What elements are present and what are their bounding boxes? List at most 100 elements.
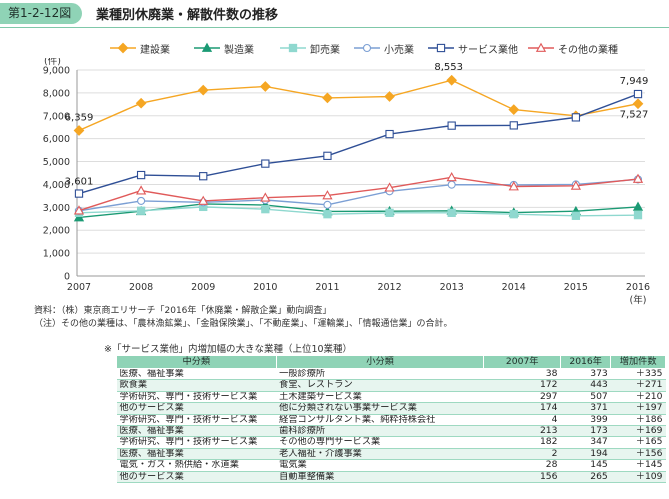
data-label: 3,601 (65, 177, 94, 188)
table-row: 他のサービス業 他に分類されない事業サービス業 174 371 ＋197 (116, 402, 666, 415)
data-point (447, 180, 456, 189)
series-line (78, 178, 639, 212)
legend-marker (117, 42, 129, 54)
table-caption: ※「サービス業他」内増加幅の大きな業種（上位10業種） (104, 344, 353, 355)
cell-sub-category: 電気業 (276, 459, 484, 472)
x-axis-unit: (年) (630, 294, 647, 306)
cell-increase: ＋197 (610, 402, 666, 415)
cell-2016: 507 (560, 391, 611, 404)
cell-2016: 173 (560, 425, 611, 438)
y-tick-label: 5,000 (43, 157, 70, 168)
y-tick-label: 8,000 (43, 88, 70, 99)
data-point (136, 206, 146, 215)
data-point (261, 159, 270, 168)
x-tick-label: 2010 (253, 282, 277, 293)
cell-mid-category: 医療、福祉事業 (116, 425, 277, 438)
y-tick-label: 2,000 (43, 226, 70, 237)
y-tick-label: 1,000 (43, 249, 70, 260)
data-point (135, 97, 147, 109)
data-point (73, 125, 85, 136)
data-point (323, 210, 332, 219)
cell-increase: ＋156 (610, 448, 666, 461)
data-point (260, 192, 271, 202)
cell-sub-category: 他に分類されない事業サービス業 (276, 402, 484, 415)
series-line (78, 203, 639, 219)
data-point (322, 190, 333, 200)
cell-sub-category: 一般診療所 (276, 368, 484, 381)
x-tick-label: 2012 (377, 282, 401, 293)
legend-label: 建設業 (140, 44, 170, 56)
table-row: 他のサービス業 自動車整備業 156 265 ＋109 (116, 471, 666, 484)
legend-marker (288, 43, 298, 53)
legend-item: 卸売業 (280, 40, 340, 56)
source-note: 資料：（株）東京商エリサーチ「2016年「休廃業・解散企業」動向調査」 (34, 306, 332, 316)
title-underline (0, 27, 669, 28)
cell-2007: 182 (483, 436, 561, 449)
data-point (73, 212, 85, 222)
cell-2016: 373 (560, 368, 611, 381)
legend-label: 卸売業 (310, 44, 340, 56)
header-2007: 2007年 (483, 355, 561, 369)
data-point (571, 211, 581, 220)
data-point (446, 74, 458, 86)
data-point (446, 172, 457, 182)
legend-marker (436, 43, 446, 53)
y-tick-label: 0 (64, 272, 70, 283)
legend-marker (535, 42, 547, 52)
cell-2016: 194 (560, 448, 611, 461)
legend-swatch (110, 42, 136, 54)
data-label: 7,527 (620, 110, 649, 121)
cell-sub-category: 歯科診療所 (276, 425, 484, 438)
data-point (197, 84, 209, 96)
series-5 (73, 172, 644, 215)
cell-increase: ＋109 (610, 471, 666, 484)
cell-2016: 265 (560, 471, 611, 484)
data-point (633, 89, 643, 99)
table-row: 飲食業 食堂、レストラン 172 443 ＋271 (116, 379, 666, 392)
footnote: （注）その他の業種は、「農林漁鉱業」、「金融保険業」、「不動産業」、「運輸業」、… (34, 319, 453, 329)
table-row: 学術研究、専門・技術サービス業 経営コンサルタント業、純粋持株会社 4 399 ＋186 (116, 414, 666, 427)
data-point (633, 210, 643, 220)
data-point (198, 195, 209, 205)
cell-2007: 297 (483, 391, 561, 404)
legend-swatch (428, 43, 454, 53)
cell-2007: 174 (483, 402, 561, 415)
data-point (385, 208, 394, 217)
data-point (385, 129, 394, 139)
y-tick-label: 4,000 (43, 180, 70, 191)
cell-increase: ＋169 (610, 425, 666, 438)
legend-marker (201, 42, 213, 52)
legend-marker (362, 43, 372, 53)
data-point (632, 173, 644, 183)
cell-2007: 156 (483, 471, 561, 484)
data-point (199, 172, 208, 181)
data-point (571, 113, 581, 122)
table-header-row: 中分類 小分類 2007年 2016年 増加件数 (116, 355, 666, 369)
data-label: 6,359 (65, 112, 94, 123)
y-axis-unit: (件) (44, 58, 61, 67)
cell-sub-category: 食堂、レストラン (276, 379, 484, 392)
x-tick-label: 2009 (191, 282, 215, 293)
legend-swatch (354, 43, 380, 53)
cell-2016: 145 (560, 459, 611, 472)
cell-increase: ＋145 (610, 459, 666, 472)
data-label: 7,949 (620, 76, 649, 87)
table-body: 医療、福祉事業 一般診療所 38 373 ＋335 飲食業 食堂、レストラン 172 443 ＋2… (116, 368, 666, 484)
data-point (323, 200, 332, 209)
cell-increase: ＋271 (610, 379, 666, 392)
legend-item: サービス業他 (428, 40, 518, 56)
header-increase: 増加件数 (610, 355, 666, 369)
cell-2007: 38 (483, 368, 561, 381)
industry-increase-table: 中分類 小分類 2007年 2016年 増加件数 医療、福祉事業 一般診療所 38 3… (116, 355, 666, 484)
data-point (322, 92, 333, 104)
cell-mid-category: 医療、福祉事業 (116, 368, 277, 381)
cell-mid-category: 医療、福祉事業 (116, 448, 277, 461)
chart-legend: 建設業 製造業 卸売業 小売業 サービス業他 その他の業種 (110, 40, 669, 56)
data-point (632, 201, 644, 211)
legend-label: サービス業他 (458, 44, 518, 56)
y-tick-label: 7,000 (43, 111, 70, 122)
header-mid-category: 中分類 (116, 355, 277, 369)
x-tick-label: 2013 (440, 282, 464, 293)
x-tick-label: 2015 (564, 282, 588, 293)
cell-sub-category: 土木建築サービス業 (276, 391, 484, 404)
